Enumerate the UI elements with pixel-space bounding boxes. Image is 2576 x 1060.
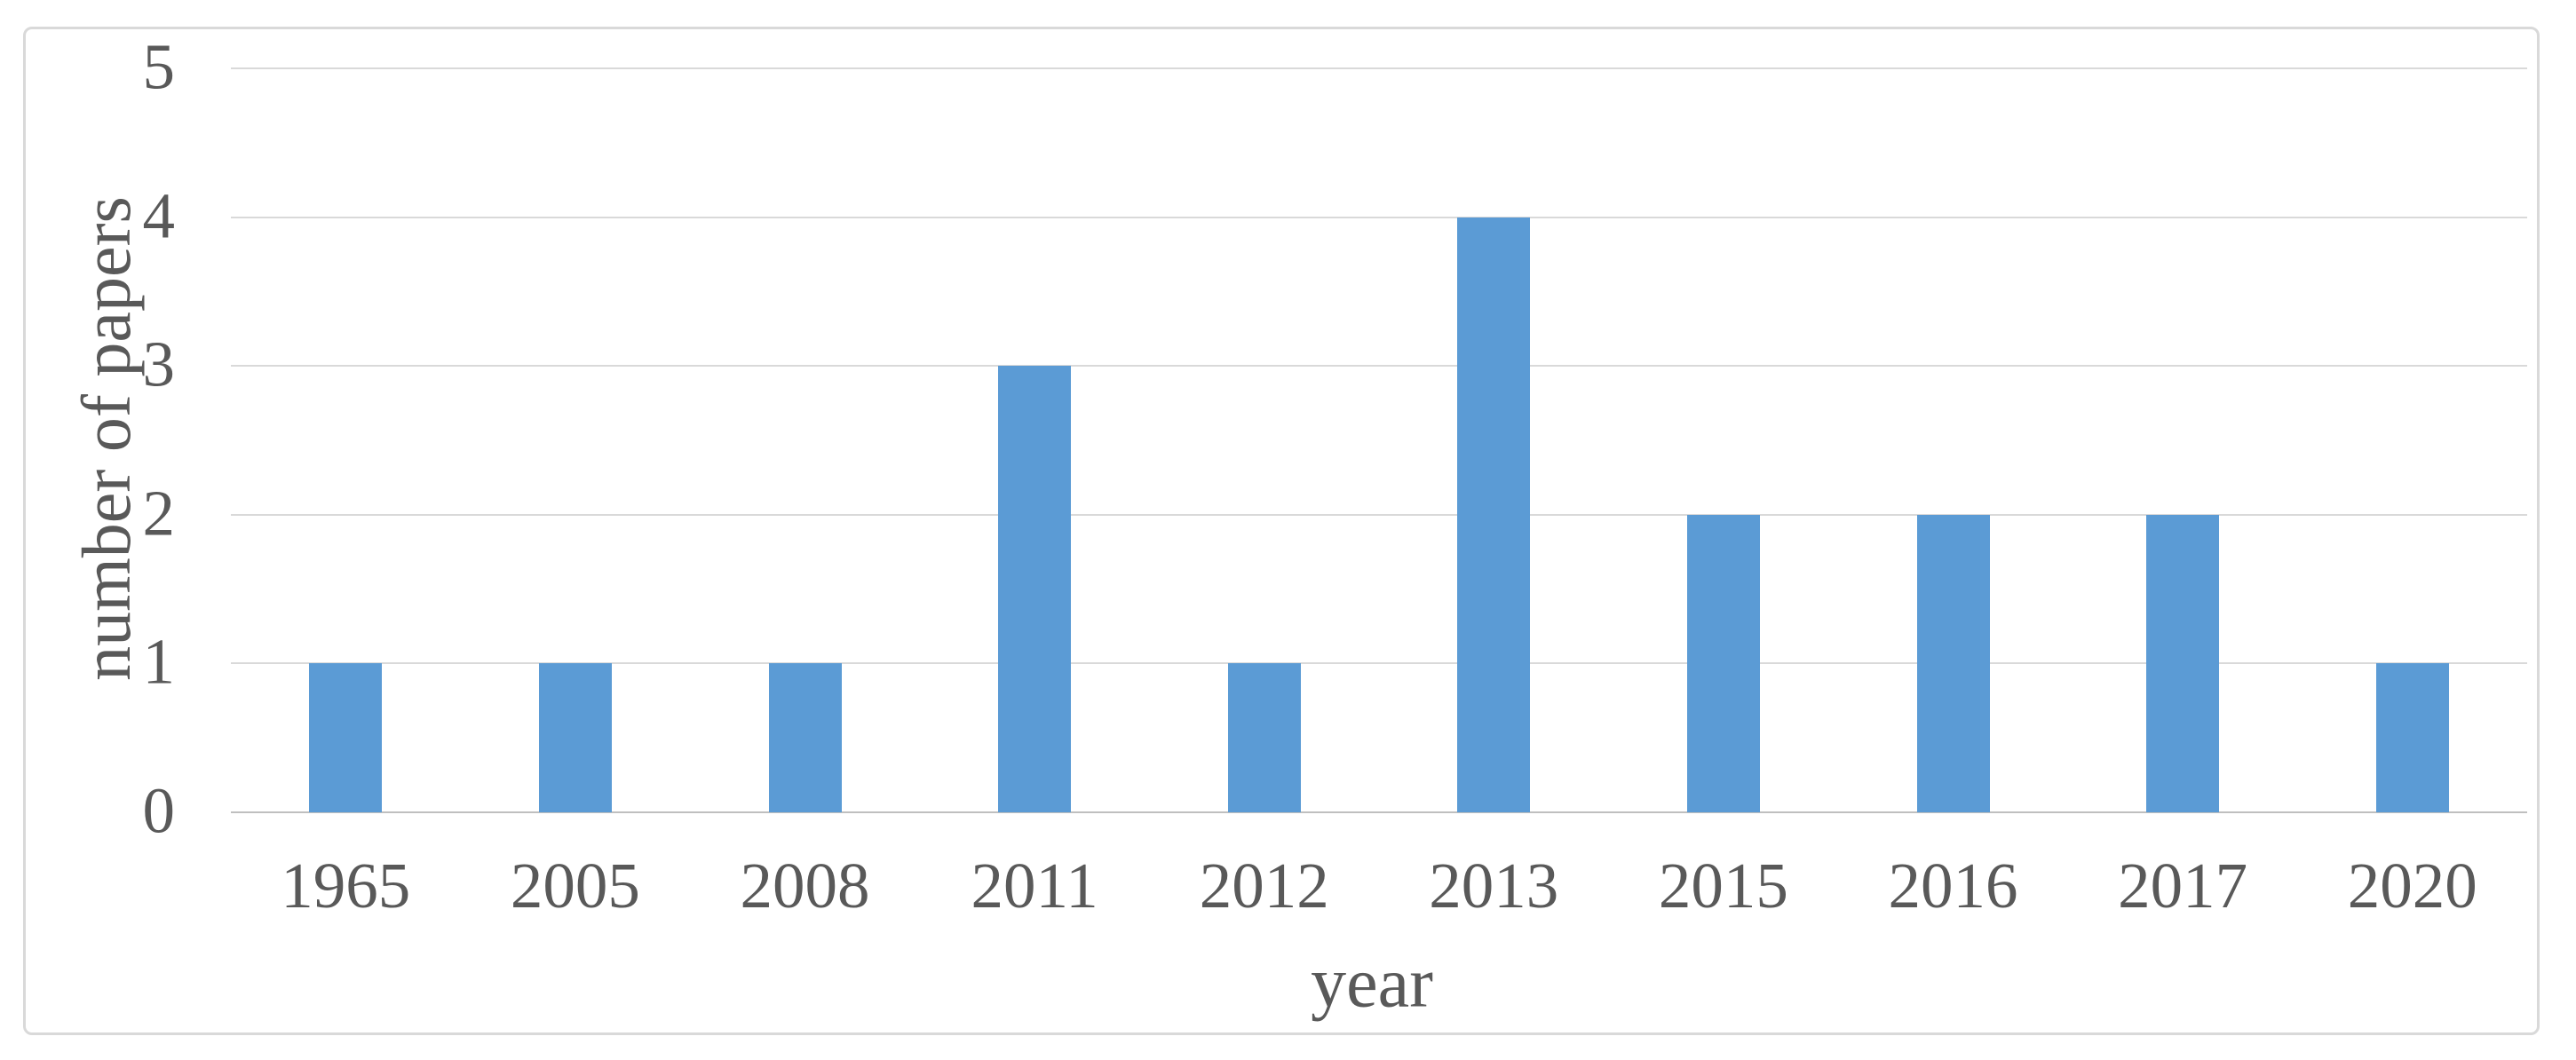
bar-2008 [768,663,842,812]
x-tick-label-2008: 2008 [740,850,870,922]
bar-2016 [1916,514,1990,812]
bar-2011 [998,366,1072,812]
gridline-y5 [231,67,2527,69]
y-tick-label-2: 2 [142,477,176,550]
x-axis-tick-labels: 1965 2005 2008 2011 2012 2013 2015 2016 2017 2020 [231,845,2527,927]
x-tick-label-2020: 2020 [2347,850,2477,922]
bar-1965 [309,663,383,812]
bar-2005 [538,663,612,812]
bar-2017 [2146,514,2220,812]
gridline-y4 [231,216,2527,218]
x-tick-label-2005: 2005 [510,850,640,922]
bar-2012 [1227,663,1301,812]
gridline-y3 [231,365,2527,368]
bar-2015 [1686,514,1760,812]
y-axis-tick-labels: 0 1 2 3 4 5 [98,30,176,846]
x-axis-line [231,811,2527,813]
y-tick-label-1: 1 [142,625,176,698]
gridline-y2 [231,513,2527,516]
bar-2020 [2375,663,2449,812]
y-tick-label-0: 0 [142,774,176,847]
x-tick-label-2017: 2017 [2118,850,2248,922]
gridline-y1 [231,662,2527,665]
x-axis-title: year [1311,944,1433,1023]
y-tick-label-3: 3 [142,328,176,400]
x-tick-label-2015: 2015 [1658,850,1788,922]
x-tick-label-2013: 2013 [1429,850,1559,922]
y-tick-label-5: 5 [142,30,176,103]
x-tick-label-2011: 2011 [971,850,1098,922]
x-tick-label-2016: 2016 [1888,850,2018,922]
plot-area [231,67,2527,813]
y-tick-label-4: 4 [142,178,176,251]
x-tick-label-1965: 1965 [281,850,411,922]
x-tick-label-2012: 2012 [1199,850,1329,922]
chart-border [23,27,2540,1035]
bar-2013 [1457,217,1531,812]
